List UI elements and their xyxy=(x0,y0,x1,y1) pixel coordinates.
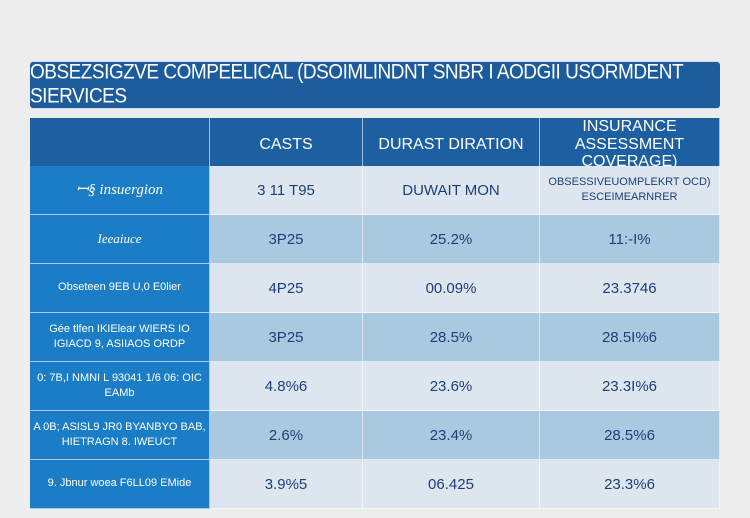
cell: 23.4% xyxy=(363,411,540,460)
header-cell-costs: CASTS xyxy=(210,118,363,172)
cell: 25.2% xyxy=(363,215,540,264)
cell: 3P25 xyxy=(210,215,363,264)
table-row: 9. Jbnur woea F6LL09 EMide 3.9%5 06.425 … xyxy=(30,460,720,509)
table-row: ꟷ§ insuergion 3 11 T95 DUWAIT MON OBSESS… xyxy=(30,166,720,215)
cell: 00.09% xyxy=(363,264,540,313)
cell: 23.3I%6 xyxy=(540,362,720,411)
header-cell-blank xyxy=(30,118,210,172)
cell: 28.5% xyxy=(363,313,540,362)
table-row: A 0B; ASISL9 JR0 BYANBYO BAB, HIETRAGN 8… xyxy=(30,411,720,460)
header-cell-coverage: INSURANCE ASSESSMENT COVERAGE) xyxy=(540,118,720,172)
table-row: Ieeaiuce 3P25 25.2% 11:-I% xyxy=(30,215,720,264)
cell: DUWAIT MON xyxy=(363,166,540,215)
table-row: Gée tlfen IKIElear WIERS IO IGIACD 9, AS… xyxy=(30,313,720,362)
cell: 28.5%6 xyxy=(540,411,720,460)
cell: 11:-I% xyxy=(540,215,720,264)
row-label: ꟷ§ insuergion xyxy=(30,166,210,215)
cell: 4.8%6 xyxy=(210,362,363,411)
row-label: Obseteen 9EB U,0 E0lier xyxy=(30,264,210,313)
cell: 4P25 xyxy=(210,264,363,313)
cell: 28.5I%6 xyxy=(540,313,720,362)
cell: 23.3%6 xyxy=(540,460,720,509)
row-label: 0: 7B,I NMNI L 93041 1/6 06: OIC EAMb xyxy=(30,362,210,411)
table-row: Obseteen 9EB U,0 E0lier 4P25 00.09% 23.3… xyxy=(30,264,720,313)
cell: 3P25 xyxy=(210,313,363,362)
cell: 3 11 T95 xyxy=(210,166,363,215)
row-label: 9. Jbnur woea F6LL09 EMide xyxy=(30,460,210,509)
cell: OBSESSIVEUOMPLEKRT OCD) ESCEIMEARNRER xyxy=(540,166,720,215)
logo-icon: ꟷ§ xyxy=(75,181,100,198)
cell: 23.3746 xyxy=(540,264,720,313)
cell: 2.6% xyxy=(210,411,363,460)
page-title: OBSEZSIGZVE COMPEELICAL (DSOIMLINDNT SNB… xyxy=(30,61,720,109)
header-cell-duration: DURAST DIRATION xyxy=(363,118,540,172)
row-label: Gée tlfen IKIElear WIERS IO IGIACD 9, AS… xyxy=(30,313,210,362)
row-label: Ieeaiuce xyxy=(30,215,210,264)
cell: 3.9%5 xyxy=(210,460,363,509)
table-header-row: CASTS DURAST DIRATION INSURANCE ASSESSME… xyxy=(30,118,720,172)
cell: 06.425 xyxy=(363,460,540,509)
cell: 23.6% xyxy=(363,362,540,411)
data-table: CASTS DURAST DIRATION INSURANCE ASSESSME… xyxy=(30,118,720,518)
row-label: A 0B; ASISL9 JR0 BYANBYO BAB, HIETRAGN 8… xyxy=(30,411,210,460)
table-row: 0: 7B,I NMNI L 93041 1/6 06: OIC EAMb 4.… xyxy=(30,362,720,411)
